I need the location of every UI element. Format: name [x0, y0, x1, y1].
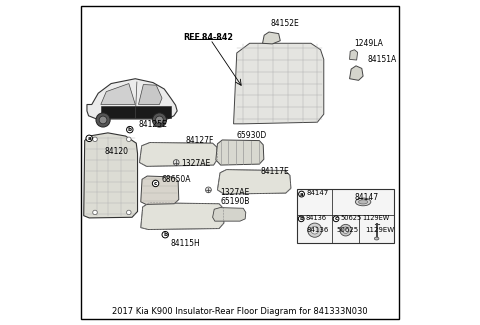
Polygon shape	[217, 170, 291, 194]
Text: a: a	[300, 191, 303, 197]
Ellipse shape	[359, 200, 368, 204]
Polygon shape	[349, 66, 363, 80]
Circle shape	[299, 216, 304, 222]
Circle shape	[152, 113, 167, 127]
Ellipse shape	[355, 198, 371, 206]
Polygon shape	[213, 208, 246, 221]
Text: 84147: 84147	[354, 193, 379, 202]
Circle shape	[173, 160, 179, 165]
Text: b: b	[300, 216, 303, 221]
Text: 84117E: 84117E	[261, 167, 290, 176]
Text: 84152E: 84152E	[271, 20, 300, 29]
Circle shape	[162, 231, 168, 238]
Polygon shape	[101, 106, 171, 118]
Circle shape	[127, 210, 131, 215]
Text: 65190B: 65190B	[220, 197, 250, 206]
Circle shape	[308, 223, 322, 237]
Circle shape	[311, 226, 319, 234]
Text: 84120: 84120	[105, 147, 129, 156]
Text: 84127F: 84127F	[185, 136, 214, 145]
Bar	[297, 189, 394, 243]
Polygon shape	[349, 50, 358, 60]
Text: 68650A: 68650A	[161, 175, 191, 184]
Text: 84151A: 84151A	[367, 55, 396, 64]
Polygon shape	[139, 84, 162, 105]
Circle shape	[127, 126, 133, 133]
Text: a: a	[87, 136, 91, 141]
Text: 50625: 50625	[340, 215, 362, 221]
Text: 1129EW: 1129EW	[362, 215, 389, 221]
Text: b: b	[163, 232, 167, 237]
Circle shape	[99, 116, 107, 124]
Ellipse shape	[374, 237, 379, 240]
Circle shape	[333, 216, 339, 222]
Text: c: c	[154, 181, 157, 186]
Polygon shape	[101, 84, 135, 105]
Text: 1129EW: 1129EW	[365, 227, 394, 232]
Text: 84115H: 84115H	[171, 239, 201, 248]
Polygon shape	[84, 133, 138, 218]
Text: 50625: 50625	[336, 227, 359, 232]
Circle shape	[205, 187, 211, 193]
Circle shape	[86, 135, 93, 142]
Circle shape	[93, 137, 97, 142]
Circle shape	[152, 180, 159, 187]
Circle shape	[93, 210, 97, 215]
Circle shape	[340, 224, 351, 236]
Text: 1327AE: 1327AE	[220, 188, 249, 197]
Circle shape	[299, 191, 304, 197]
Polygon shape	[234, 43, 324, 124]
Text: b: b	[128, 127, 132, 132]
Text: c: c	[335, 216, 337, 221]
Text: 2017 Kia K900 Insulator-Rear Floor Diagram for 841333N030: 2017 Kia K900 Insulator-Rear Floor Diagr…	[112, 306, 368, 316]
Circle shape	[96, 113, 110, 127]
Text: 1327AE: 1327AE	[181, 159, 211, 168]
Circle shape	[156, 116, 163, 124]
Text: 84147: 84147	[306, 190, 329, 196]
Polygon shape	[263, 32, 280, 44]
Polygon shape	[216, 140, 264, 165]
Text: 84136: 84136	[306, 215, 327, 221]
Text: 84136: 84136	[306, 227, 329, 232]
Polygon shape	[141, 176, 179, 204]
Circle shape	[342, 227, 349, 233]
Polygon shape	[87, 79, 177, 119]
Text: 84125E: 84125E	[139, 120, 167, 129]
Text: 65930D: 65930D	[237, 131, 267, 140]
Text: 1249LA: 1249LA	[354, 39, 383, 48]
Circle shape	[127, 137, 131, 142]
Polygon shape	[141, 203, 224, 229]
Text: REF.84-842: REF.84-842	[183, 33, 233, 42]
Polygon shape	[140, 143, 217, 166]
